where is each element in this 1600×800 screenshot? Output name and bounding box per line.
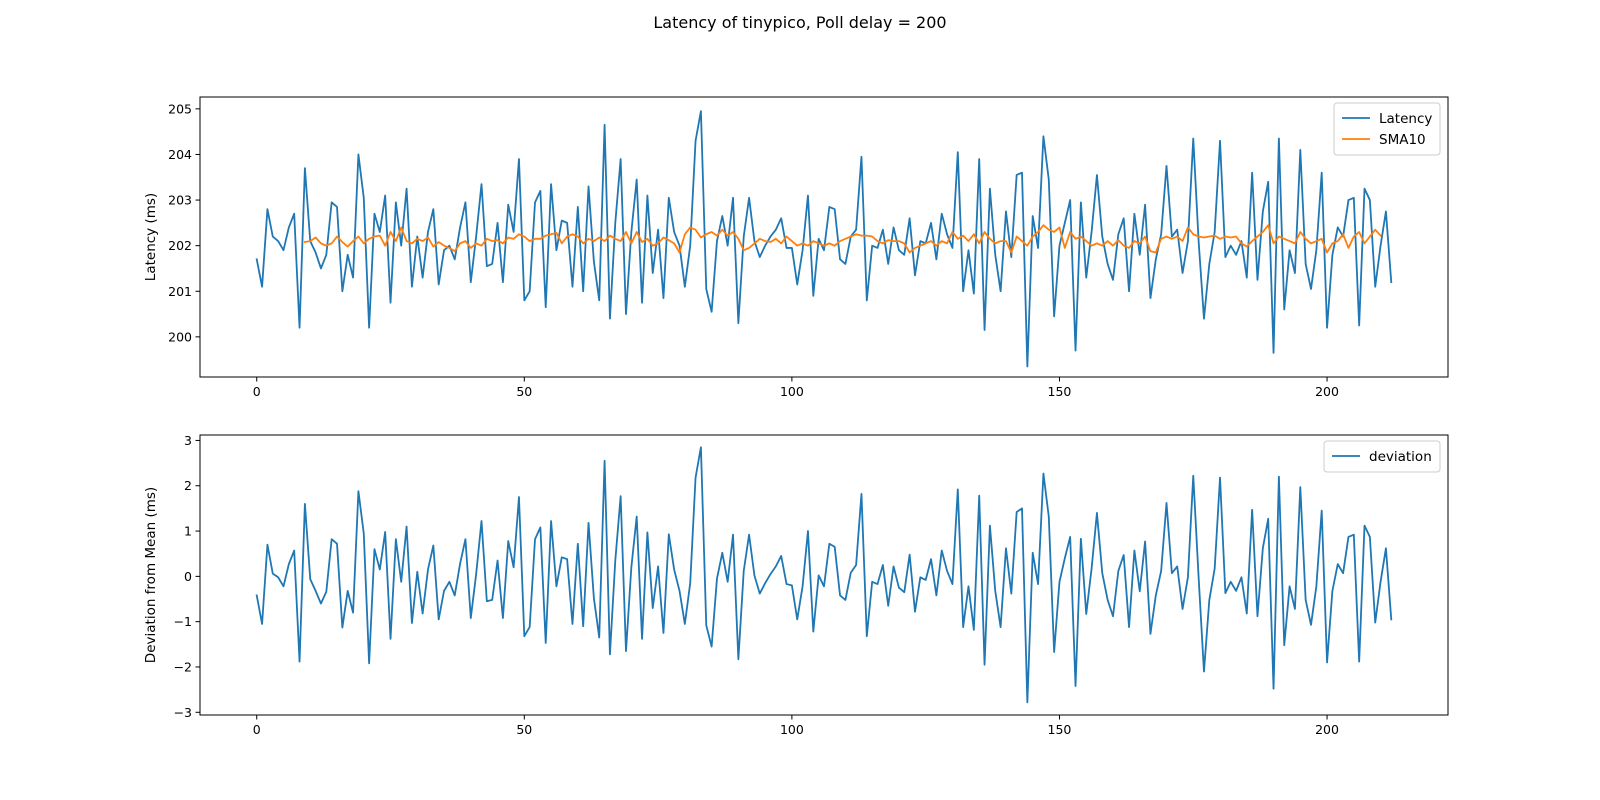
legend: deviation (1323, 440, 1441, 473)
y-tick-label: −2 (174, 659, 192, 674)
axes-frame (199, 434, 1449, 716)
x-tick-label: 50 (516, 722, 532, 737)
x-tick-label: 0 (253, 384, 261, 399)
chart-2: 0 50 100 150 200 −3 −2 −1 0 1 2 3 Deviation from Mea… (143, 433, 1449, 737)
axes-frame (199, 96, 1449, 378)
y-tick-label: −3 (174, 705, 192, 720)
legend-label: Latency (1379, 111, 1432, 127)
y-tick-label: 205 (168, 101, 192, 116)
figure-title: Latency of tinypico, Poll delay = 200 (653, 13, 947, 32)
y-tick-label: −1 (174, 614, 192, 629)
y-axis-label: Deviation from Mean (ms) (143, 487, 159, 663)
y-tick-label: 204 (168, 147, 192, 162)
x-tick-label: 0 (253, 722, 261, 737)
y-tick-label: 0 (184, 569, 192, 584)
legend-label: SMA10 (1379, 132, 1426, 148)
series-line-sma10 (303, 224, 1382, 254)
x-tick-label: 150 (1048, 384, 1072, 399)
y-tick-label: 2 (184, 478, 192, 493)
legend-box (1333, 102, 1441, 156)
x-tick-label: 50 (516, 384, 532, 399)
y-tick-label: 203 (168, 193, 192, 208)
x-tick-label: 200 (1315, 384, 1339, 399)
legend-box (1323, 440, 1441, 473)
x-tick-label: 100 (780, 384, 804, 399)
x-tick-label: 200 (1315, 722, 1339, 737)
legend: Latency SMA10 (1333, 102, 1441, 156)
y-tick-label: 1 (184, 524, 192, 539)
x-tick-label: 100 (780, 722, 804, 737)
legend-label: deviation (1369, 449, 1432, 465)
chart-1: 0 50 100 150 200 200 201 202 203 204 205 Latency (m… (143, 96, 1449, 399)
y-tick-label: 3 (184, 433, 192, 448)
series-line-latency (255, 110, 1393, 368)
y-axis-label: Latency (ms) (143, 193, 159, 281)
y-tick-label: 202 (168, 238, 192, 253)
y-tick-label: 201 (168, 284, 192, 299)
x-tick-label: 150 (1048, 722, 1072, 737)
series-line-deviation (255, 446, 1393, 704)
y-tick-label: 200 (168, 329, 192, 344)
